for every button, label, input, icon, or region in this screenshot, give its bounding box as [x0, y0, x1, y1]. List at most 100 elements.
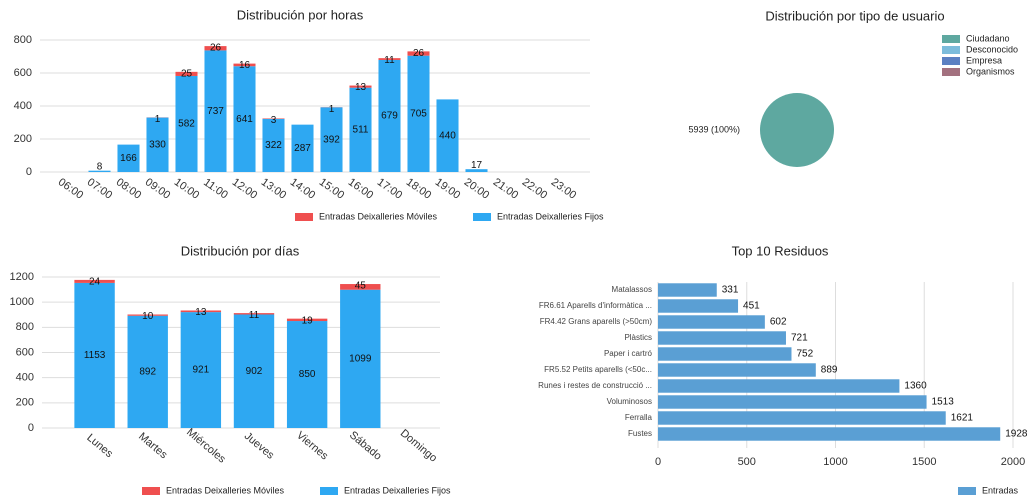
- x-tick-label: 21:00: [491, 176, 520, 202]
- legend-swatch: [958, 487, 976, 495]
- legend-swatch: [142, 487, 160, 495]
- chart-title: Distribución por días: [181, 243, 300, 258]
- data-label: 13: [355, 82, 367, 93]
- x-tick-label: Miércoles: [184, 426, 228, 466]
- data-label: 679: [381, 111, 398, 122]
- bar-segment: [233, 314, 275, 428]
- x-tick-label: 06:00: [56, 176, 85, 202]
- x-tick-label: 2000: [1001, 456, 1025, 468]
- x-tick-label: Martes: [136, 431, 170, 462]
- data-label: 13: [195, 307, 207, 318]
- data-label: 511: [353, 124, 369, 135]
- data-label: 26: [210, 43, 222, 54]
- legend-label: Entradas Deixalleries Móviles: [319, 211, 438, 221]
- y-tick-label: 200: [16, 397, 34, 409]
- bar-segment: [74, 279, 115, 283]
- y-tick-label: FR5.52 Petits aparells (<50c...: [544, 365, 652, 374]
- data-label: 331: [722, 285, 739, 296]
- data-label: 10: [142, 311, 154, 322]
- legend-label: Ciudadano: [966, 33, 1010, 43]
- data-label: 582: [178, 119, 195, 130]
- data-label: 1513: [932, 397, 955, 408]
- legend-label: Entradas Deixalleries Fijos: [344, 485, 451, 495]
- bar: [658, 331, 786, 345]
- legend-label: Organismos: [966, 66, 1015, 76]
- x-tick-label: 22:00: [520, 176, 549, 202]
- legend-label: Entradas Deixalleries Móviles: [166, 485, 285, 495]
- data-label: 721: [791, 333, 808, 344]
- data-label: 3: [271, 115, 277, 126]
- chart-title: Distribución por tipo de usuario: [765, 8, 944, 23]
- x-tick-label: 11:00: [201, 176, 230, 201]
- bar: [658, 395, 927, 409]
- x-tick-label: Jueves: [242, 430, 277, 462]
- legend-swatch: [942, 46, 960, 54]
- bar-segment: [407, 55, 430, 172]
- y-tick-label: 0: [28, 422, 34, 434]
- legend-swatch: [295, 213, 313, 221]
- y-tick-label: 200: [14, 133, 32, 145]
- bar: [658, 299, 739, 313]
- y-tick-label: 1000: [10, 296, 34, 308]
- bar-segment: [74, 282, 115, 428]
- y-tick-label: Fustes: [628, 429, 652, 438]
- x-tick-label: 17:00: [375, 176, 404, 202]
- x-tick-label: 19:00: [433, 176, 462, 202]
- bar-segment: [127, 314, 168, 316]
- x-tick-label: 13:00: [259, 176, 288, 202]
- data-label: 850: [299, 369, 316, 380]
- data-label: 1: [155, 114, 161, 125]
- x-tick-label: 18:00: [404, 176, 433, 202]
- bar-segment: [320, 107, 343, 172]
- legend-swatch: [320, 487, 338, 495]
- data-label: 902: [246, 366, 263, 377]
- data-label: 451: [743, 301, 760, 312]
- data-label: 921: [193, 365, 210, 376]
- data-label: 287: [294, 143, 311, 154]
- bar: [658, 427, 1001, 441]
- data-label: 19: [302, 315, 314, 326]
- bar-segment: [286, 321, 328, 428]
- y-tick-label: Plàstics: [624, 333, 652, 342]
- data-label: 1153: [84, 350, 106, 361]
- pie-slice: [760, 93, 834, 167]
- bar-segment: [233, 63, 256, 67]
- x-tick-label: Sábado: [347, 429, 384, 463]
- bar-segment: [378, 59, 401, 173]
- data-label: 11: [384, 55, 395, 66]
- x-tick-label: 1000: [823, 456, 847, 468]
- bar-segment: [378, 58, 401, 60]
- bar-segment: [407, 51, 430, 56]
- legend-swatch: [473, 213, 491, 221]
- y-tick-label: Voluminosos: [607, 397, 652, 406]
- y-tick-label: Paper i cartró: [604, 349, 653, 358]
- x-tick-label: 1500: [912, 456, 936, 468]
- bar-segment: [204, 46, 227, 51]
- data-label: 602: [770, 317, 787, 328]
- legend-label: Empresa: [966, 55, 1002, 65]
- x-tick-label: 07:00: [85, 176, 114, 202]
- bar-segment: [233, 66, 256, 172]
- bar-segment: [175, 71, 198, 76]
- y-tick-label: 400: [14, 100, 32, 112]
- y-tick-label: FR4.42 Grans aparells (>50cm): [540, 317, 653, 326]
- bar-segment: [436, 99, 459, 172]
- data-label: 11: [249, 310, 260, 321]
- data-label: 16: [239, 60, 251, 71]
- bar-segment: [465, 169, 488, 172]
- bar-segment: [349, 87, 372, 172]
- data-label: 440: [439, 130, 456, 141]
- bar: [658, 411, 946, 425]
- y-tick-label: 800: [16, 321, 34, 333]
- chart-title: Distribución por horas: [237, 7, 364, 22]
- data-label: 17: [471, 160, 483, 171]
- legend-label: Entradas Deixalleries Fijos: [497, 211, 604, 221]
- data-label: 25: [181, 68, 193, 79]
- x-tick-label: 14:00: [288, 176, 317, 202]
- x-tick-label: 15:00: [317, 176, 346, 202]
- data-label: 1099: [349, 353, 372, 364]
- legend-swatch: [942, 57, 960, 65]
- x-tick-label: 10:00: [172, 176, 201, 202]
- data-label: 45: [355, 281, 367, 292]
